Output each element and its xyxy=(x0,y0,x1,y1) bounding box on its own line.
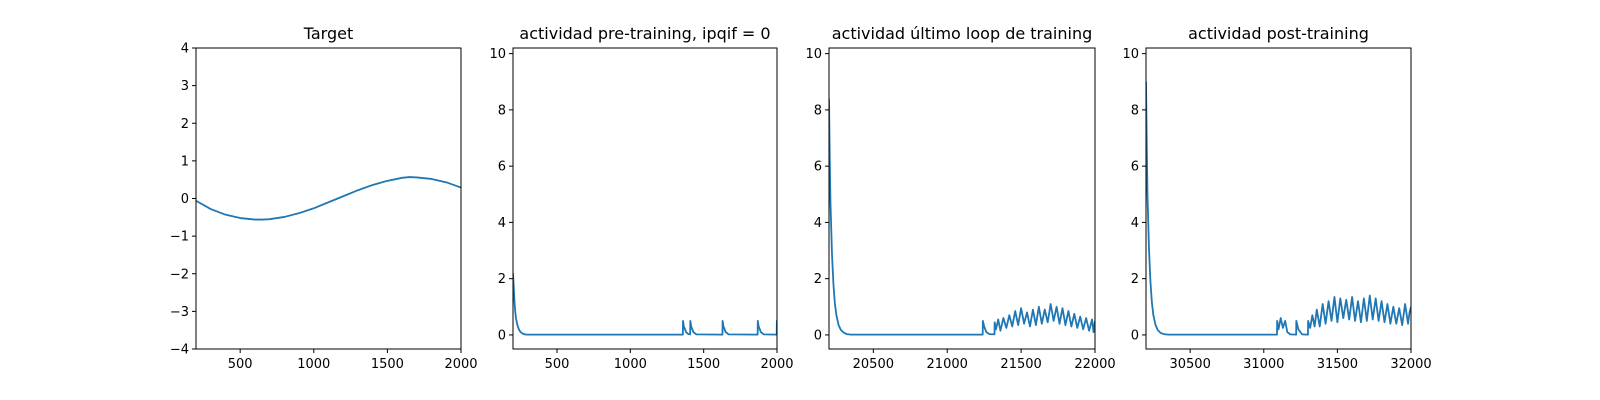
x-tick-label: 1000 xyxy=(614,357,647,372)
subplot-title: Target xyxy=(303,24,354,43)
x-tick-label: 1500 xyxy=(371,357,404,372)
x-tick-label: 32000 xyxy=(1390,357,1431,372)
y-tick-label: 2 xyxy=(498,272,506,287)
y-tick-label: −1 xyxy=(170,230,189,245)
x-tick-label: 20500 xyxy=(853,357,894,372)
y-tick-label: 1 xyxy=(181,154,189,169)
x-tick-label: 500 xyxy=(545,357,570,372)
y-tick-label: 8 xyxy=(1131,103,1139,118)
subplot-title: actividad pre-training, ipqif = 0 xyxy=(519,24,770,43)
y-tick-label: −4 xyxy=(170,343,189,358)
y-tick-label: 4 xyxy=(814,216,822,231)
y-tick-label: 4 xyxy=(1131,216,1139,231)
y-tick-label: 8 xyxy=(814,103,822,118)
y-tick-label: 0 xyxy=(814,328,822,343)
y-tick-label: 4 xyxy=(498,216,506,231)
y-tick-label: 0 xyxy=(498,328,506,343)
y-tick-label: 0 xyxy=(1131,328,1139,343)
subplot-title: actividad último loop de training xyxy=(832,24,1093,43)
y-tick-label: 6 xyxy=(1131,160,1139,175)
x-tick-label: 1500 xyxy=(687,357,720,372)
y-tick-label: 4 xyxy=(181,42,189,57)
x-tick-label: 30500 xyxy=(1169,357,1210,372)
y-tick-label: 8 xyxy=(498,103,506,118)
x-tick-label: 2000 xyxy=(760,357,793,372)
x-tick-label: 21000 xyxy=(927,357,968,372)
y-tick-label: −3 xyxy=(170,305,189,320)
y-tick-label: 10 xyxy=(489,47,506,62)
y-tick-label: 2 xyxy=(181,117,189,132)
y-tick-label: 6 xyxy=(814,160,822,175)
y-tick-label: 10 xyxy=(805,47,822,62)
y-tick-label: 3 xyxy=(181,79,189,94)
y-tick-label: 0 xyxy=(181,192,189,207)
x-tick-label: 500 xyxy=(228,357,253,372)
y-tick-label: −2 xyxy=(170,267,189,282)
x-tick-label: 31000 xyxy=(1243,357,1284,372)
y-tick-label: 10 xyxy=(1122,47,1139,62)
y-tick-label: 2 xyxy=(814,272,822,287)
x-tick-label: 1000 xyxy=(297,357,330,372)
x-tick-label: 21500 xyxy=(1000,357,1041,372)
x-tick-label: 22000 xyxy=(1074,357,1115,372)
y-tick-label: 2 xyxy=(1131,272,1139,287)
subplot-title: actividad post-training xyxy=(1188,24,1369,43)
x-tick-label: 2000 xyxy=(444,357,477,372)
x-tick-label: 31500 xyxy=(1317,357,1358,372)
y-tick-label: 6 xyxy=(498,160,506,175)
